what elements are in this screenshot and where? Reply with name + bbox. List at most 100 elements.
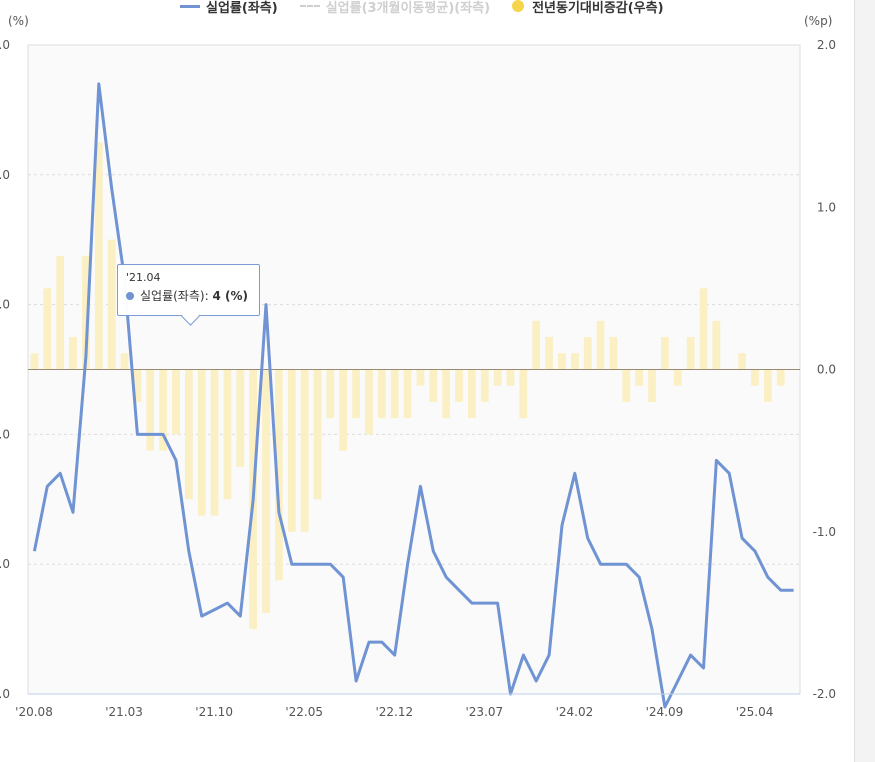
bar[interactable] bbox=[313, 369, 322, 500]
bar[interactable] bbox=[82, 255, 90, 370]
line-point[interactable] bbox=[494, 599, 502, 607]
bar[interactable] bbox=[300, 369, 309, 532]
line-point[interactable] bbox=[314, 560, 322, 568]
bar[interactable] bbox=[442, 369, 451, 419]
line-point[interactable] bbox=[571, 469, 579, 477]
bar[interactable] bbox=[480, 369, 489, 402]
line-point[interactable] bbox=[236, 612, 244, 620]
line-point[interactable] bbox=[455, 586, 463, 594]
bar[interactable] bbox=[197, 369, 206, 516]
bar[interactable] bbox=[262, 369, 270, 613]
line-point[interactable] bbox=[622, 560, 630, 568]
bar[interactable] bbox=[673, 369, 682, 386]
line-point[interactable] bbox=[674, 677, 682, 685]
line-point[interactable] bbox=[211, 606, 219, 614]
line-point[interactable] bbox=[429, 547, 437, 555]
bar[interactable] bbox=[352, 369, 360, 419]
line-point[interactable] bbox=[481, 599, 489, 607]
bar[interactable] bbox=[275, 369, 283, 581]
line-point[interactable] bbox=[416, 482, 424, 490]
line-point[interactable] bbox=[301, 560, 309, 568]
bar[interactable] bbox=[493, 369, 502, 386]
line-point[interactable] bbox=[404, 560, 412, 568]
legend-item-moving-average[interactable]: 실업률(3개월이동평균)(좌측) bbox=[299, 0, 490, 16]
bar[interactable] bbox=[751, 369, 759, 386]
bar[interactable] bbox=[377, 369, 386, 419]
line-point[interactable] bbox=[738, 534, 746, 542]
bar[interactable] bbox=[583, 337, 592, 370]
line-point[interactable] bbox=[751, 547, 759, 555]
bar[interactable] bbox=[339, 369, 348, 451]
line-point[interactable] bbox=[532, 677, 540, 685]
line-point[interactable] bbox=[56, 469, 64, 477]
bar[interactable] bbox=[545, 337, 553, 370]
bar[interactable] bbox=[210, 369, 219, 516]
bar[interactable] bbox=[133, 369, 142, 402]
line-point[interactable] bbox=[159, 430, 167, 438]
bar[interactable] bbox=[609, 337, 618, 370]
line-point[interactable] bbox=[764, 573, 772, 581]
bar[interactable] bbox=[120, 353, 129, 370]
line-point[interactable] bbox=[519, 651, 527, 659]
bar[interactable] bbox=[236, 369, 245, 467]
bar[interactable] bbox=[390, 369, 399, 419]
line-unemployment-rate[interactable] bbox=[32, 82, 794, 709]
bar[interactable] bbox=[455, 369, 463, 402]
line-point[interactable] bbox=[326, 560, 334, 568]
bar[interactable] bbox=[738, 353, 746, 370]
bar[interactable] bbox=[712, 320, 721, 370]
line-point[interactable] bbox=[339, 573, 347, 581]
bar[interactable] bbox=[403, 369, 412, 419]
line-point[interactable] bbox=[172, 456, 180, 464]
line-point[interactable] bbox=[146, 430, 154, 438]
line-point[interactable] bbox=[365, 638, 373, 646]
bar[interactable] bbox=[43, 288, 52, 370]
bar[interactable] bbox=[94, 142, 103, 370]
bar[interactable] bbox=[468, 369, 476, 419]
bar[interactable] bbox=[30, 353, 39, 370]
line-point[interactable] bbox=[275, 508, 283, 516]
line-point[interactable] bbox=[352, 677, 360, 685]
legend-item-yoy-change[interactable]: 전년동기대비증감(우측) bbox=[512, 0, 664, 16]
bar[interactable] bbox=[635, 369, 644, 386]
line-point[interactable] bbox=[584, 534, 592, 542]
bar[interactable] bbox=[506, 369, 515, 386]
bar[interactable] bbox=[287, 369, 296, 532]
line-point[interactable] bbox=[545, 651, 553, 659]
bar[interactable] bbox=[365, 369, 373, 435]
line-point[interactable] bbox=[468, 599, 476, 607]
line-point[interactable] bbox=[378, 638, 386, 646]
bar[interactable] bbox=[107, 239, 116, 370]
line-point[interactable] bbox=[95, 80, 103, 88]
line-point[interactable] bbox=[43, 482, 51, 490]
line-point[interactable] bbox=[249, 495, 257, 503]
line-point[interactable] bbox=[558, 521, 566, 529]
bar[interactable] bbox=[159, 369, 167, 451]
line-point[interactable] bbox=[198, 612, 206, 620]
line-point[interactable] bbox=[442, 573, 450, 581]
bar[interactable] bbox=[648, 369, 656, 402]
legend-item-unemployment[interactable]: 실업률(좌측) bbox=[180, 0, 278, 16]
line-point[interactable] bbox=[108, 184, 116, 192]
bar[interactable] bbox=[56, 255, 65, 370]
bar[interactable] bbox=[69, 337, 77, 370]
bar[interactable] bbox=[763, 369, 772, 402]
bar[interactable] bbox=[570, 353, 579, 370]
scrollbar[interactable] bbox=[854, 0, 875, 762]
bar[interactable] bbox=[416, 369, 425, 386]
line-point[interactable] bbox=[725, 469, 733, 477]
line-point[interactable] bbox=[288, 560, 296, 568]
bar[interactable] bbox=[596, 320, 605, 370]
line-point[interactable] bbox=[30, 547, 38, 555]
bar[interactable] bbox=[532, 320, 541, 370]
line-point[interactable] bbox=[262, 301, 270, 309]
line-point[interactable] bbox=[790, 586, 798, 594]
line-point[interactable] bbox=[648, 625, 656, 633]
bar[interactable] bbox=[184, 369, 193, 500]
line-point[interactable] bbox=[597, 560, 605, 568]
line-point[interactable] bbox=[777, 586, 785, 594]
bar[interactable] bbox=[146, 369, 155, 451]
line-point[interactable] bbox=[82, 353, 90, 361]
bar[interactable] bbox=[776, 369, 785, 386]
line-point[interactable] bbox=[635, 573, 643, 581]
